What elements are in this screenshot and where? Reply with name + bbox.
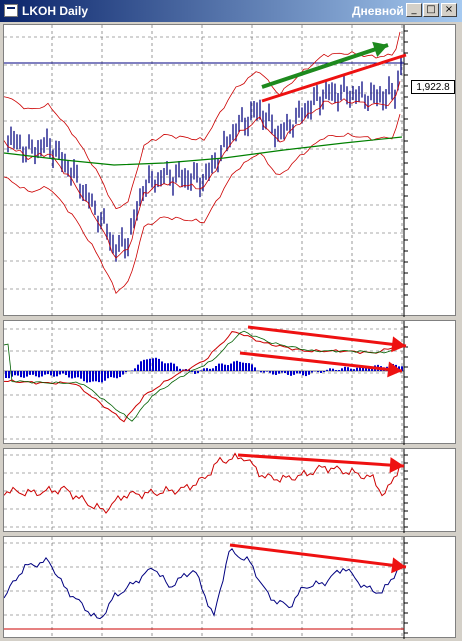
middle-band [4,81,401,259]
price-pane[interactable]: 1,922.8 [3,24,456,317]
macd-pane[interactable] [3,320,456,445]
window-icon[interactable] [4,4,18,17]
rsi-divergence-arrow-head [389,457,404,474]
maximize-button[interactable]: □ [423,3,439,17]
oscillator-pane[interactable] [3,536,456,639]
macd-divergence-arrow-top [247,325,407,348]
macd-divergence-arrow-bottom-head [387,361,402,378]
rsi-pane[interactable] [3,448,456,533]
macd-divergence-arrow-bottom [239,351,403,373]
minimize-button[interactable]: _ [406,3,422,17]
moving-average [4,136,403,166]
red-trend-line [261,53,407,103]
window-title: LKOH Daily [22,4,89,18]
oscillator-chart [4,537,408,639]
macd-chart [4,321,408,445]
macd-divergence-arrow-top-head [391,336,406,353]
lower-band [4,113,401,294]
oscillator-divergence-arrow-head [391,557,406,574]
rsi-chart [4,449,408,533]
title-bar[interactable]: LKOH Daily Дневной _ □ × [0,0,462,22]
period-label: Дневной [352,4,404,18]
green-trend-arrow-head [372,41,388,58]
price-chart [4,25,408,317]
green-trend-arrow [261,43,389,89]
rsi-line [4,452,401,514]
signal-line [4,330,401,422]
last-price-label: 1,922.8 [411,80,455,94]
rsi-divergence-arrow [237,453,405,468]
oscillator-line [4,547,401,620]
upper-band [4,31,401,210]
oscillator-divergence-arrow [229,543,407,569]
macd-line [4,331,401,423]
close-button[interactable]: × [441,3,457,17]
